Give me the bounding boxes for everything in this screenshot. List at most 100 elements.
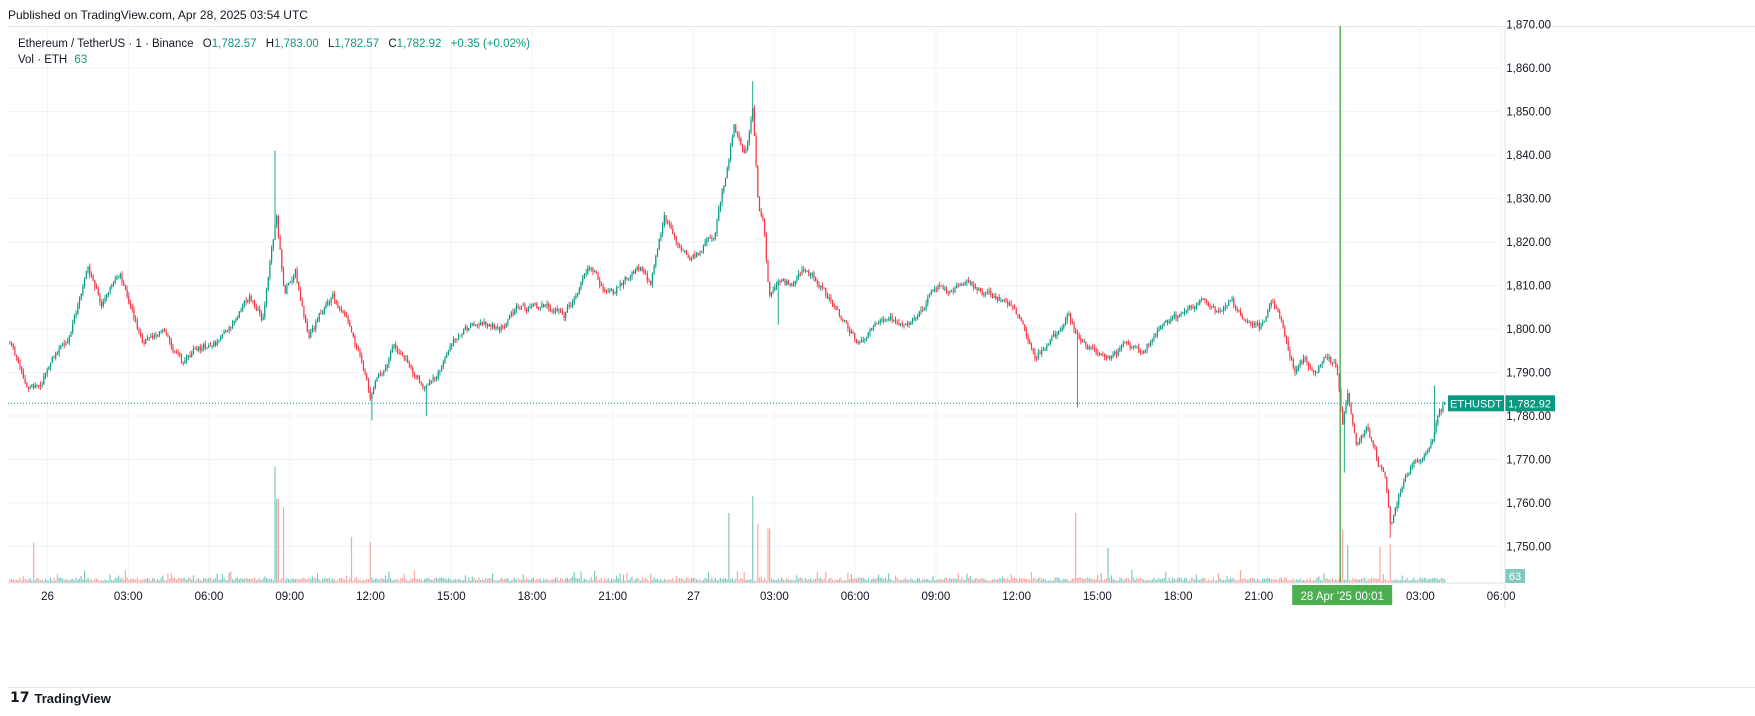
volume-bar [303, 577, 305, 583]
x-tick-label: 12:00 [1002, 591, 1031, 603]
candle-body [1260, 324, 1262, 329]
volume-bar [973, 579, 975, 583]
volume-bar [191, 579, 193, 583]
y-tick-label: 1,860.00 [1506, 63, 1551, 75]
volume-bar [566, 577, 569, 583]
volume-bar [82, 579, 84, 583]
candle-body [546, 303, 548, 307]
candle-body [497, 327, 499, 328]
candle-body [1134, 347, 1136, 349]
volume-bar [371, 577, 373, 583]
candle-body [330, 297, 332, 303]
candle-body [828, 297, 830, 299]
candle-body [1109, 355, 1111, 359]
candle-body [1175, 314, 1177, 319]
volume-bar [1221, 579, 1223, 583]
volume-bar [1437, 578, 1439, 583]
volume-bar [507, 578, 509, 583]
candle-body [1360, 435, 1362, 441]
volume-bar [354, 577, 356, 583]
candle-body [1415, 460, 1417, 462]
volume-bar [1148, 579, 1150, 583]
volume-bar [141, 579, 144, 583]
candle-body [544, 306, 546, 308]
x-tick-label: 09:00 [921, 591, 950, 603]
volume-bar [568, 579, 570, 583]
volume-bar [702, 580, 705, 583]
volume-bar [36, 577, 38, 583]
volume-bar [48, 580, 50, 583]
volume-bar [1411, 579, 1413, 583]
volume-bar [901, 579, 903, 583]
volume-bar [1206, 580, 1208, 583]
chart-frame[interactable] [8, 26, 1755, 688]
candle-body [446, 355, 448, 358]
candle-body [1367, 427, 1369, 431]
volume-bar [340, 577, 342, 583]
candle-body [1070, 313, 1072, 323]
candle-body [869, 330, 871, 333]
volume-bar [254, 577, 256, 583]
change-value: +0.35 (+0.02%) [450, 38, 530, 50]
candle-body [483, 321, 485, 325]
candle-body [607, 291, 609, 293]
volume-bar [636, 577, 638, 583]
volume-bar [197, 578, 200, 583]
candle-body [362, 361, 365, 371]
volume-bar [342, 578, 344, 583]
candle-body [833, 306, 835, 308]
tradingview-logo[interactable]: 17 TradingView [10, 690, 111, 706]
candle-body [962, 284, 965, 286]
volume-bar [1309, 577, 1311, 583]
candle-body [1408, 473, 1410, 476]
candle-body [798, 273, 800, 278]
candle-body [1280, 316, 1283, 321]
volume-bar [274, 466, 276, 583]
volume-bar [1211, 580, 1213, 583]
candle-body [973, 285, 975, 288]
volume-bar [1336, 580, 1339, 583]
candle-body [697, 252, 699, 255]
candle-body [1037, 352, 1039, 358]
volume-bar [19, 577, 21, 583]
candle-body [1265, 316, 1267, 321]
candle-body [305, 315, 307, 323]
candle-body [136, 320, 138, 329]
volume-bar [231, 579, 234, 583]
low-label: L [327, 38, 335, 50]
volume-bar [157, 579, 159, 583]
volume-bar [1404, 579, 1407, 583]
volume-bar [192, 575, 195, 583]
candle-body [605, 291, 608, 293]
volume-bar [1389, 543, 1391, 583]
volume-bar [1214, 580, 1216, 583]
candle-body [1411, 464, 1413, 467]
volume-bar [937, 579, 939, 583]
volume-bar [1083, 579, 1085, 583]
candle-body [476, 324, 478, 326]
candle-body [1328, 356, 1330, 360]
volume-bar [617, 578, 620, 583]
candle-body [541, 303, 543, 307]
candle-body [1027, 336, 1029, 341]
volume-bar [1175, 579, 1177, 583]
volume-bar [1391, 580, 1393, 583]
y-tick-label: 1,790.00 [1506, 368, 1551, 380]
volume-bar [61, 578, 64, 583]
candle-body [905, 324, 907, 326]
volume-bar [985, 579, 987, 583]
volume-bar [94, 578, 96, 583]
candle-body [279, 236, 281, 250]
candle-body [1238, 310, 1240, 312]
volume-bar [1027, 579, 1029, 583]
candle-body [1093, 347, 1096, 349]
volume-bar [908, 579, 910, 583]
candle-body [230, 327, 232, 328]
volume-bar [716, 580, 718, 583]
volume-bar [1355, 578, 1357, 583]
candle-body [1025, 330, 1028, 337]
candle-body [359, 349, 361, 356]
volume-bar [1013, 577, 1016, 583]
candle-body [143, 342, 145, 344]
